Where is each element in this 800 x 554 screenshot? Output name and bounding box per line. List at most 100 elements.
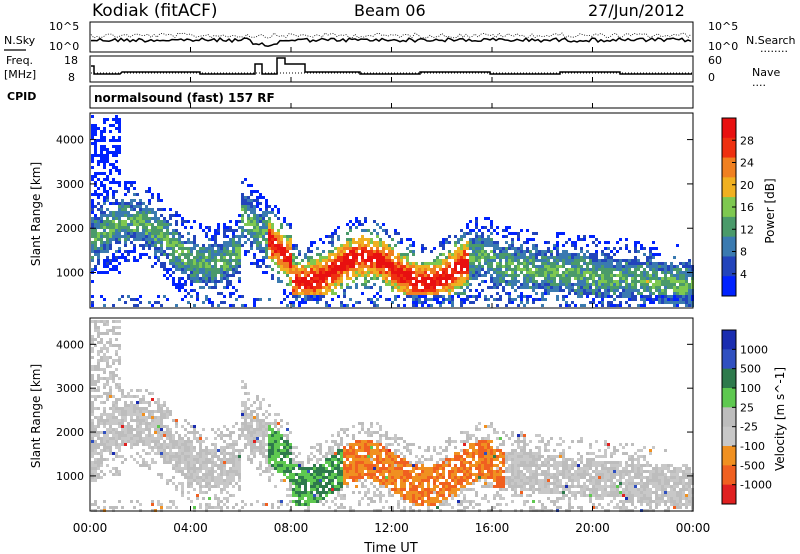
velocity-cell <box>262 452 265 455</box>
power-cell <box>139 256 142 259</box>
velocity-cell <box>304 503 307 506</box>
power-cell <box>442 238 445 241</box>
velocity-cell <box>142 395 145 398</box>
power-cell <box>670 271 673 274</box>
power-colorbar-label: 28 <box>740 134 754 147</box>
power-cell <box>334 268 337 271</box>
velocity-cell <box>91 452 94 455</box>
velocity-cell <box>316 479 319 482</box>
velocity-cell <box>220 482 223 485</box>
power-cell <box>109 139 112 142</box>
velocity-cell <box>334 440 337 443</box>
power-cell <box>502 274 505 277</box>
power-cell <box>562 244 565 247</box>
power-cell <box>190 247 193 250</box>
velocity-cell <box>163 458 166 461</box>
power-cell <box>463 283 466 286</box>
power-cell <box>250 190 253 193</box>
power-cell <box>562 274 565 277</box>
velocity-cell <box>253 428 256 431</box>
power-cell <box>430 286 433 289</box>
power-cell <box>514 265 517 268</box>
power-cell <box>421 247 424 250</box>
velocity-cell <box>268 404 271 407</box>
power-cell <box>580 292 583 295</box>
power-cell <box>220 268 223 271</box>
velocity-cell <box>94 440 97 443</box>
power-cell <box>112 265 115 268</box>
velocity-cell <box>295 491 298 494</box>
power-cell <box>262 196 265 199</box>
power-cell <box>121 211 124 214</box>
power-cell <box>640 262 643 265</box>
velocity-cell <box>229 437 232 440</box>
power-colorbar-swatch <box>722 197 736 218</box>
power-cell <box>232 241 235 244</box>
power-cell <box>319 298 322 301</box>
velocity-cell <box>184 446 187 449</box>
power-cell <box>190 259 193 262</box>
power-cell <box>181 262 184 265</box>
velocity-cell <box>223 446 226 449</box>
power-cell <box>205 232 208 235</box>
velocity-cell <box>154 425 157 428</box>
power-cell <box>412 295 415 298</box>
power-cell <box>178 280 181 283</box>
power-cell <box>229 256 232 259</box>
power-cell <box>607 304 610 307</box>
velocity-cell <box>301 464 304 467</box>
velocity-cell <box>217 476 220 479</box>
power-cell <box>340 277 343 280</box>
power-cell <box>124 238 127 241</box>
velocity-cell <box>328 473 331 476</box>
velocity-cell <box>277 461 280 464</box>
power-cell <box>628 250 631 253</box>
power-cell <box>238 280 241 283</box>
power-cell <box>91 223 94 226</box>
power-cell <box>289 277 292 280</box>
power-cell <box>193 277 196 280</box>
power-cell <box>565 301 568 304</box>
power-cell <box>451 283 454 286</box>
power-cell <box>229 253 232 256</box>
power-cell <box>412 253 415 256</box>
power-cell <box>415 271 418 274</box>
velocity-cell <box>106 413 109 416</box>
power-cell <box>457 286 460 289</box>
velocity-heatmap <box>91 320 694 512</box>
power-cell <box>283 247 286 250</box>
velocity-cell <box>172 455 175 458</box>
velocity-cell <box>259 464 262 467</box>
power-cell <box>274 238 277 241</box>
power-cell <box>346 244 349 247</box>
power-cell <box>295 256 298 259</box>
power-cell <box>109 220 112 223</box>
power-cell <box>625 265 628 268</box>
velocity-cell <box>325 461 328 464</box>
power-cell <box>115 259 118 262</box>
power-cell <box>166 241 169 244</box>
velocity-cell <box>136 428 139 431</box>
power-cell <box>97 127 100 130</box>
power-cell <box>265 253 268 256</box>
power-cell <box>442 274 445 277</box>
velocity-cell <box>190 461 193 464</box>
velocity-cell <box>145 428 148 431</box>
power-cell <box>400 256 403 259</box>
power-cell <box>130 220 133 223</box>
power-cell <box>460 229 463 232</box>
power-cell <box>331 271 334 274</box>
power-cell <box>232 250 235 253</box>
velocity-cell <box>286 440 289 443</box>
power-cell <box>364 283 367 286</box>
power-cell <box>439 268 442 271</box>
velocity-cell <box>247 413 250 416</box>
velocity-cell <box>289 476 292 479</box>
power-cell <box>280 265 283 268</box>
power-cell <box>496 256 499 259</box>
power-cell <box>223 262 226 265</box>
power-cell <box>448 286 451 289</box>
power-cell <box>175 229 178 232</box>
power-cell <box>580 280 583 283</box>
power-cell <box>157 250 160 253</box>
